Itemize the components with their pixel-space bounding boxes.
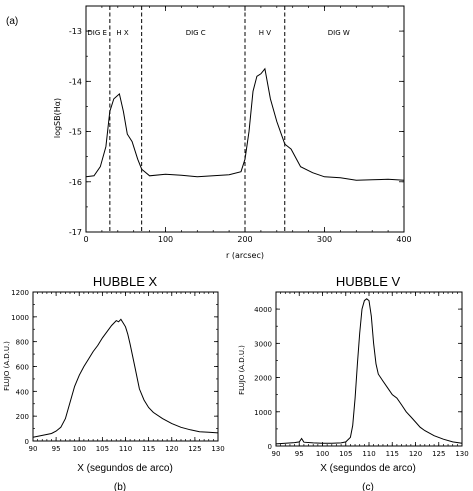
- panel-c-x-axis-label: X (segundos de arco): [320, 463, 416, 474]
- y-tick-label: 1000: [254, 409, 272, 417]
- y-tick-label: 800: [16, 339, 29, 347]
- panel-b-chart: HUBBLE X 90 95 100 105 110 115 120 125 130 0 200 40…: [3, 274, 225, 491]
- x-tick-label: 115: [142, 445, 155, 453]
- y-tick-label: 200: [16, 413, 29, 421]
- x-tick-label: 300: [317, 235, 332, 244]
- x-tick-label: 100: [316, 450, 329, 458]
- x-tick-label: 100: [73, 445, 86, 453]
- x-tick-label: 90: [272, 450, 281, 458]
- y-tick-label: 3000: [254, 340, 272, 348]
- x-tick-label: 95: [52, 445, 61, 453]
- x-tick-label: 125: [188, 445, 201, 453]
- panel-c-label: (c): [362, 482, 374, 491]
- panel-b-plot-frame: [32, 291, 219, 442]
- panel-c-title: HUBBLE V: [336, 274, 401, 289]
- panel-a-x-axis-label: r (arcsec): [226, 251, 264, 260]
- x-tick-label: 120: [165, 445, 178, 453]
- y-tick-label: -17: [69, 228, 82, 237]
- panel-b-title: HUBBLE X: [93, 274, 158, 289]
- x-tick-label: 200: [237, 235, 252, 244]
- x-tick-label: 0: [83, 235, 88, 244]
- x-tick-label: 110: [119, 445, 132, 453]
- y-tick-label: 0: [268, 443, 272, 451]
- region-label: DIG E: [87, 29, 107, 37]
- region-label: DIG W: [328, 29, 350, 37]
- panel-a-y-axis-label: logSB(Hα): [53, 98, 62, 138]
- y-tick-label: 1200: [11, 289, 29, 297]
- x-tick-label: 115: [386, 450, 399, 458]
- panel-a-series-line: [85, 67, 405, 181]
- panel-b-y-axis-label: FLUJO (A.D.U.): [3, 341, 11, 391]
- panel-b-series-line: [32, 318, 219, 438]
- x-tick-label: 400: [396, 235, 411, 244]
- x-tick-label: 125: [432, 450, 445, 458]
- x-tick-label: 130: [211, 445, 224, 453]
- panel-c-y-axis-label: FLUJO (A.D.U.): [238, 345, 246, 395]
- panel-b-label: (b): [114, 482, 126, 491]
- y-tick-label: 600: [16, 364, 29, 372]
- region-label: H X: [116, 29, 128, 37]
- y-tick-label: 2000: [254, 375, 272, 383]
- x-tick-label: 120: [409, 450, 422, 458]
- panel-b-x-axis-label: X (segundos de arco): [77, 463, 173, 474]
- panel-a-chart: (a) 0 100 200 300 400 -13 -14 -15 -16 -17 DIG E H …: [6, 5, 412, 260]
- x-tick-label: 90: [29, 445, 38, 453]
- y-tick-label: -13: [69, 27, 82, 36]
- x-tick-label: 95: [295, 450, 304, 458]
- y-tick-label: -16: [69, 178, 82, 187]
- x-tick-label: 130: [455, 450, 468, 458]
- x-tick-label: 100: [158, 235, 173, 244]
- region-label: H V: [259, 29, 271, 37]
- x-tick-label: 105: [96, 445, 109, 453]
- y-tick-label: 1000: [11, 314, 29, 322]
- y-tick-label: 0: [25, 438, 29, 446]
- y-tick-label: -15: [69, 128, 82, 137]
- y-tick-label: 400: [16, 388, 29, 396]
- panel-c-series-line: [275, 298, 463, 445]
- x-tick-label: 110: [362, 450, 375, 458]
- y-tick-label: 4000: [254, 306, 272, 314]
- y-tick-label: -14: [69, 77, 82, 86]
- panel-a-label: (a): [6, 16, 18, 27]
- region-label: DIG C: [186, 29, 206, 37]
- panel-c-plot-frame: [275, 291, 463, 447]
- x-tick-label: 105: [339, 450, 352, 458]
- panel-c-chart: HUBBLE V 90 95 100 105 110 115 120 125 130 0 1000 2…: [238, 274, 469, 491]
